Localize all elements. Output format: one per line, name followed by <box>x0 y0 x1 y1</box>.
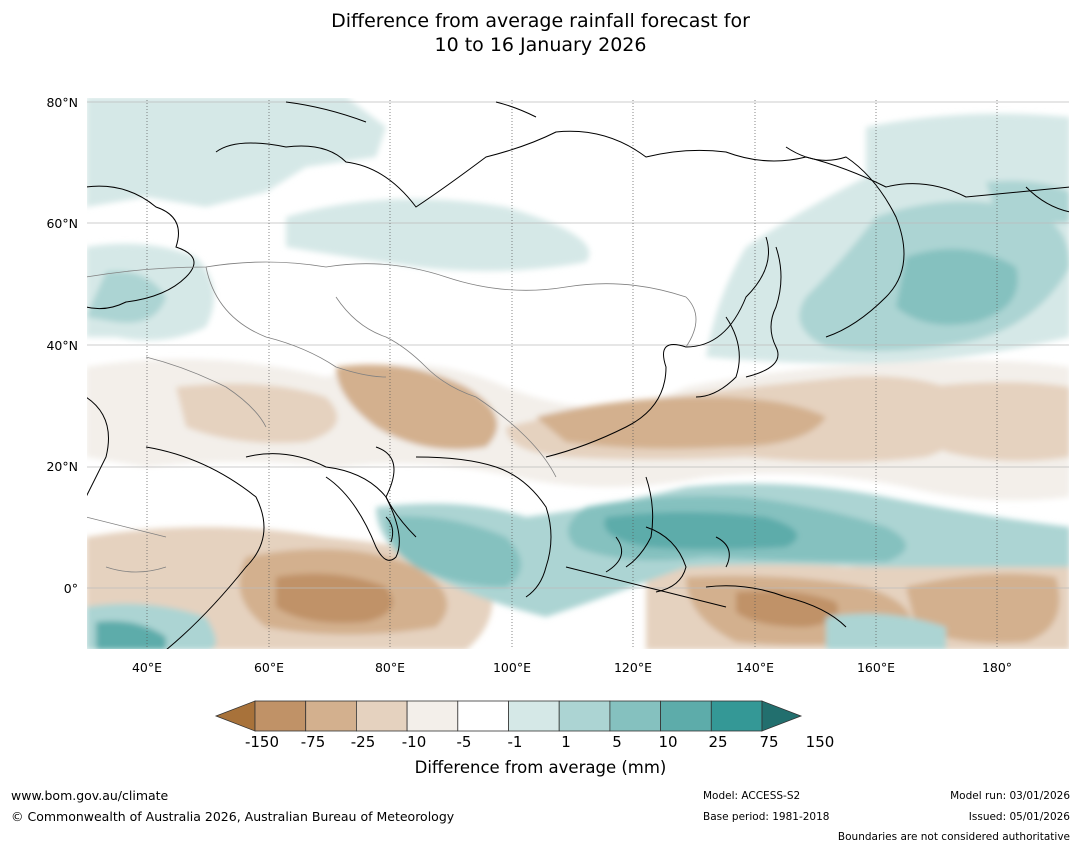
model-name: Model: ACCESS-S2 <box>703 790 801 802</box>
graticule <box>86 97 1070 650</box>
colorbar-tick: -1 <box>507 733 523 751</box>
map-canvas <box>86 97 1070 650</box>
colorbar-tick: -10 <box>401 733 427 751</box>
model-run: Model run: 03/01/2026 <box>950 790 1070 802</box>
lon-label-100e: 100°E <box>492 660 531 675</box>
lon-label-60e: 60°E <box>253 660 285 675</box>
lat-label-0: 0° <box>63 581 78 596</box>
lon-label-80e: 80°E <box>374 660 406 675</box>
lat-label-20n: 20°N <box>46 459 78 474</box>
colorbar-tick: 150 <box>805 733 835 751</box>
lon-label-40e: 40°E <box>131 660 163 675</box>
lon-label-140e: 140°E <box>735 660 774 675</box>
colorbar-extension-low <box>214 700 256 732</box>
rainfall-anomaly-map <box>86 97 1070 650</box>
lat-label-80n: 80°N <box>46 95 78 110</box>
lon-label-180: 180° <box>981 660 1013 675</box>
title-line-1: Difference from average rainfall forecas… <box>331 10 750 32</box>
colorbar-segment <box>660 700 712 732</box>
colorbar-segment <box>406 700 459 732</box>
colorbar-title: Difference from average (mm) <box>414 758 667 777</box>
colorbar-segment <box>609 700 661 732</box>
title-line-2: 10 to 16 January 2026 <box>434 34 647 56</box>
colorbar-tick: 1 <box>561 733 571 751</box>
lat-label-60n: 60°N <box>46 216 78 231</box>
lon-label-160e: 160°E <box>856 660 895 675</box>
colorbar <box>214 700 803 732</box>
colorbar-segment <box>305 700 357 732</box>
colorbar-segment <box>355 700 408 732</box>
coastlines <box>86 101 1070 650</box>
colorbar-tick: -75 <box>300 733 326 751</box>
colorbar-segment <box>558 700 611 732</box>
colorbar-tick: 5 <box>612 733 622 751</box>
colorbar-extension-high <box>761 700 803 732</box>
colorbar-segment <box>508 700 560 732</box>
lat-label-40n: 40°N <box>46 338 78 353</box>
copyright-text: © Commonwealth of Australia 2026, Austra… <box>11 809 455 824</box>
colorbar-segment <box>710 700 763 732</box>
colorbar-segment <box>254 700 307 732</box>
lon-label-120e: 120°E <box>613 660 652 675</box>
colorbar-segment <box>457 700 509 732</box>
colorbar-tick: -5 <box>456 733 472 751</box>
website-link[interactable]: www.bom.gov.au/climate <box>11 788 169 803</box>
colorbar-tick: 10 <box>658 733 678 751</box>
map-title: Difference from average rainfall forecas… <box>0 9 1081 57</box>
colorbar-tick: -25 <box>350 733 376 751</box>
issued-date: Issued: 05/01/2026 <box>968 811 1070 823</box>
boundary-disclaimer: Boundaries are not considered authoritat… <box>837 831 1070 843</box>
base-period: Base period: 1981-2018 <box>703 811 830 823</box>
colorbar-tick: 25 <box>708 733 728 751</box>
colorbar-tick: 75 <box>759 733 779 751</box>
colorbar-tick: -150 <box>244 733 280 751</box>
country-boundaries <box>86 261 697 573</box>
